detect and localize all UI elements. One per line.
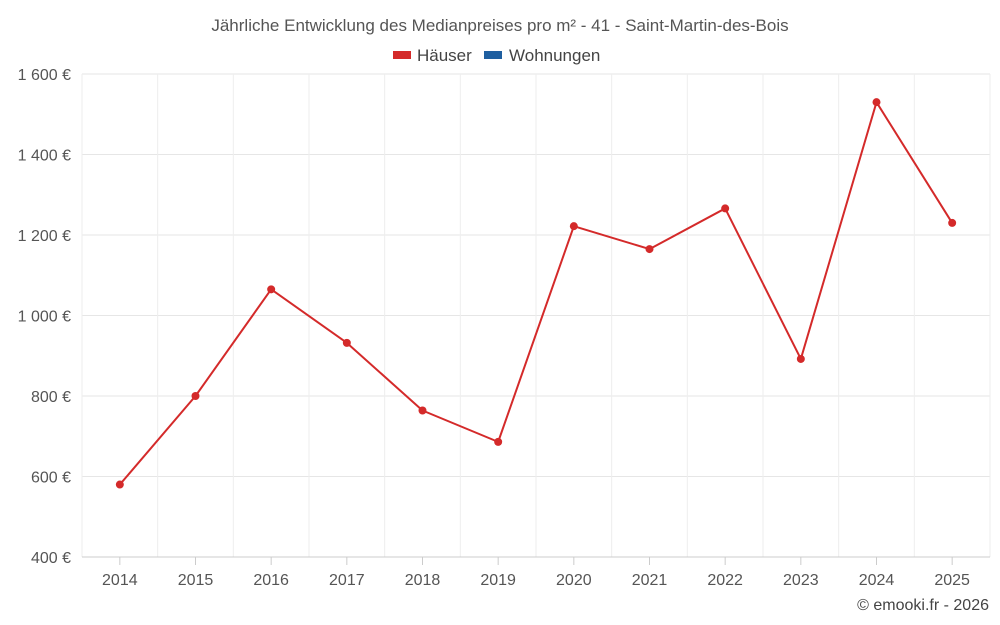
data-point-haeuser-2019[interactable] <box>494 437 503 446</box>
legend-item-haeuser[interactable]: Häuser <box>393 46 472 65</box>
x-tick-label: 2024 <box>859 572 895 589</box>
data-point-haeuser-2015[interactable] <box>191 392 200 400</box>
x-tick-label: 2020 <box>556 572 592 589</box>
y-tick-label: 1 600 € <box>18 67 71 84</box>
data-point-haeuser-2025[interactable] <box>948 218 957 227</box>
legend-label-wohnungen: Wohnungen <box>509 46 600 65</box>
data-point-haeuser-2014[interactable] <box>115 480 124 489</box>
data-point-haeuser-2021[interactable] <box>645 245 654 254</box>
series-haeuser <box>115 98 957 489</box>
x-axis: 2014 2015 2016 2017 2018 2019 2020 2021 2022 2023… <box>82 556 990 589</box>
data-point-haeuser-2017[interactable] <box>342 338 351 347</box>
x-tick-label: 2018 <box>405 572 441 589</box>
data-point-haeuser-2018[interactable] <box>418 406 427 415</box>
x-tick-label: 2014 <box>102 572 138 589</box>
x-tick-label: 2023 <box>783 572 819 589</box>
data-point-haeuser-2024[interactable] <box>872 98 881 107</box>
data-point-haeuser-2016[interactable] <box>267 285 276 294</box>
legend-swatch-haeuser <box>393 51 411 59</box>
x-tick-label: 2022 <box>707 572 743 589</box>
x-tick-label: 2025 <box>934 572 970 589</box>
x-tick-label: 2015 <box>178 572 214 589</box>
data-point-haeuser-2020[interactable] <box>569 222 578 231</box>
grid <box>81 73 991 558</box>
legend-item-wohnungen[interactable]: Wohnungen <box>484 46 600 65</box>
x-tick-label: 2017 <box>329 572 365 589</box>
x-tick-label: 2016 <box>253 572 289 589</box>
y-tick-label: 1 200 € <box>18 228 71 245</box>
y-tick-label: 600 € <box>31 470 71 487</box>
chart-title: Jährliche Entwicklung des Medianpreises … <box>211 16 788 35</box>
legend: Häuser Wohnungen <box>393 46 600 65</box>
data-point-haeuser-2023[interactable] <box>796 354 805 363</box>
credit: © emooki.fr - 2026 <box>857 597 989 614</box>
y-tick-label: 1 000 € <box>18 309 71 326</box>
y-tick-label: 400 € <box>31 550 71 567</box>
x-tick-label: 2021 <box>632 572 668 589</box>
legend-label-haeuser: Häuser <box>417 46 472 65</box>
y-tick-label: 800 € <box>31 389 71 406</box>
legend-swatch-wohnungen <box>484 51 502 59</box>
x-tick-label: 2019 <box>480 572 516 589</box>
y-tick-label: 1 400 € <box>18 148 71 165</box>
data-point-haeuser-2022[interactable] <box>721 204 730 213</box>
series-line-haeuser <box>119 101 954 486</box>
y-axis: 400 € 600 € 800 € 1 000 € 1 200 € 1 400 € 1 60… <box>18 67 71 567</box>
